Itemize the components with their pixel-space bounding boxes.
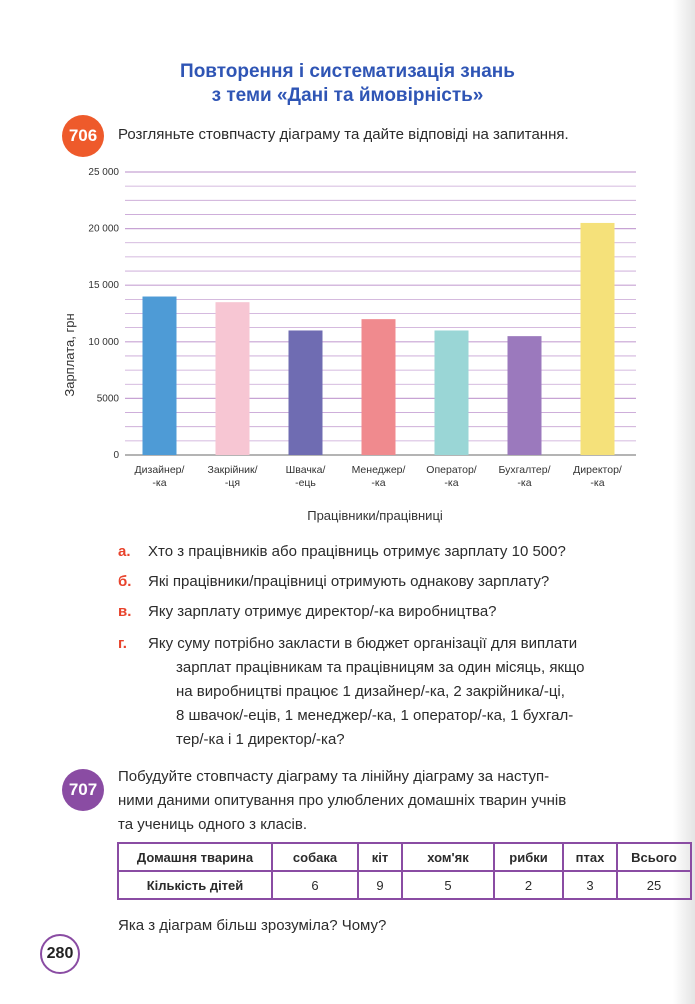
question-b-text: Які працівники/працівниці отримують одна… [148,573,550,590]
chart-category-label: -ка [517,477,531,489]
page-number: 280 [40,934,80,974]
chart-x-axis-label: Працівники/працівниці [307,508,443,523]
chart-category-label: -ка [590,477,604,489]
chart-bars [142,222,615,455]
task-707-line: та учениць одного з класів. [118,816,307,833]
question-g-line: 8 швачок/-еців, 1 менеджер/-ка, 1 операт… [176,707,574,724]
chart-bar [361,319,396,455]
chart-y-tick-label: 25 000 [88,167,119,178]
pets-table-data-row: Кількість дітей 6 9 5 2 3 25 [117,870,692,900]
table-cell: 6 [271,870,359,900]
chart-y-tick-label: 5000 [97,393,120,404]
table-header-cell: собака [271,842,359,872]
chart-category-label: -ка [152,477,166,489]
pets-table-header-row: Домашня тварина собака кіт хом'як рибки … [117,842,692,872]
question-v: в. Яку зарплату отримує директор/-ка виро… [118,600,497,624]
chart-category-label: Директор/ [573,464,622,476]
table-header-cell: Домашня тварина [117,842,273,872]
question-g-line: Яку суму потрібно закласти в бюджет орга… [148,635,578,652]
chart-bar [507,336,542,455]
question-g-line: тер/-ка і 1 директор/-ка? [176,731,345,748]
table-header-cell: рибки [493,842,564,872]
table-header-cell: хом'як [401,842,495,872]
chart-bar [434,330,469,455]
chart-y-tick-label: 15 000 [88,280,119,291]
question-g-line: зарплат працівникам та працівницям за од… [176,659,585,676]
section-title-line1: Повторення і систематизація знань [180,61,515,82]
chart-y-ticks: 0 5000 10 000 15 000 20 000 25 000 [88,167,119,461]
question-v-letter: в. [118,603,132,620]
chart-category-label: Дизайнер/ [135,464,185,476]
chart-y-tick-label: 10 000 [88,337,119,348]
question-g: г. Яку суму потрібно закласти в бюджет о… [118,632,638,752]
task-706-badge: 706 [62,115,104,157]
chart-y-axis-label: Зарплата, грн [62,313,77,396]
table-cell: 9 [357,870,403,900]
section-title-line2: з теми «Дані та ймовірність» [211,85,484,106]
table-header-cell: кіт [357,842,403,872]
question-b: б. Які працівники/працівниці отримують од… [118,570,549,594]
task-707-line: ними даними опитування про улюблених дом… [118,792,567,809]
task-707-final-question: Яка з діаграм більш зрозуміла? Чому? [118,917,387,934]
table-cell: 5 [401,870,495,900]
task-706-text: Розгляньте стовпчасту діаграму та дайте … [118,126,569,143]
chart-category-label: Менеджер/ [352,464,406,476]
question-g-letter: г. [118,635,127,652]
table-row-head-cell: Кількість дітей [117,870,273,900]
chart-category-label: Закрійник/ [208,464,258,476]
chart-bar [215,302,250,455]
chart-categories: Дизайнер/-каЗакрійник/-цяШвачка/-ецьМене… [135,464,622,489]
chart-bar [142,296,177,455]
task-707-line: Побудуйте стовпчасту діаграму та лінійну… [118,768,550,785]
question-b-letter: б. [118,573,132,590]
table-cell: 2 [493,870,564,900]
table-header-cell: Всього [616,842,692,872]
chart-category-label: Швачка/ [286,464,326,476]
task-707-text: Побудуйте стовпчасту діаграму та лінійну… [118,765,638,837]
question-a-text: Хто з працівників або працівниць отримує… [148,543,566,560]
table-cell: 3 [562,870,618,900]
chart-bar [580,222,615,455]
chart-category-label: Бухгалтер/ [498,464,550,476]
pets-table: Домашня тварина собака кіт хом'як рибки … [117,842,692,900]
chart-category-label: -ець [295,477,316,489]
question-g-line: на виробництві працює 1 дизайнер/-ка, 2 … [176,683,565,700]
table-cell: 25 [616,870,692,900]
chart-y-tick-label: 0 [113,450,119,461]
task-707-badge: 707 [62,769,104,811]
question-v-text: Яку зарплату отримує директор/-ка виробн… [148,603,497,620]
question-a-letter: а. [118,543,131,560]
question-a: а. Хто з працівників або працівниць отрим… [118,540,566,564]
page-edge-shadow [673,0,695,1004]
table-header-cell: птах [562,842,618,872]
chart-y-tick-label: 20 000 [88,224,119,235]
chart-category-label: -ка [444,477,458,489]
chart-bar [288,330,323,455]
chart-category-label: Оператор/ [426,464,477,476]
chart-category-label: -ка [371,477,385,489]
chart-category-label: -ця [225,477,240,489]
